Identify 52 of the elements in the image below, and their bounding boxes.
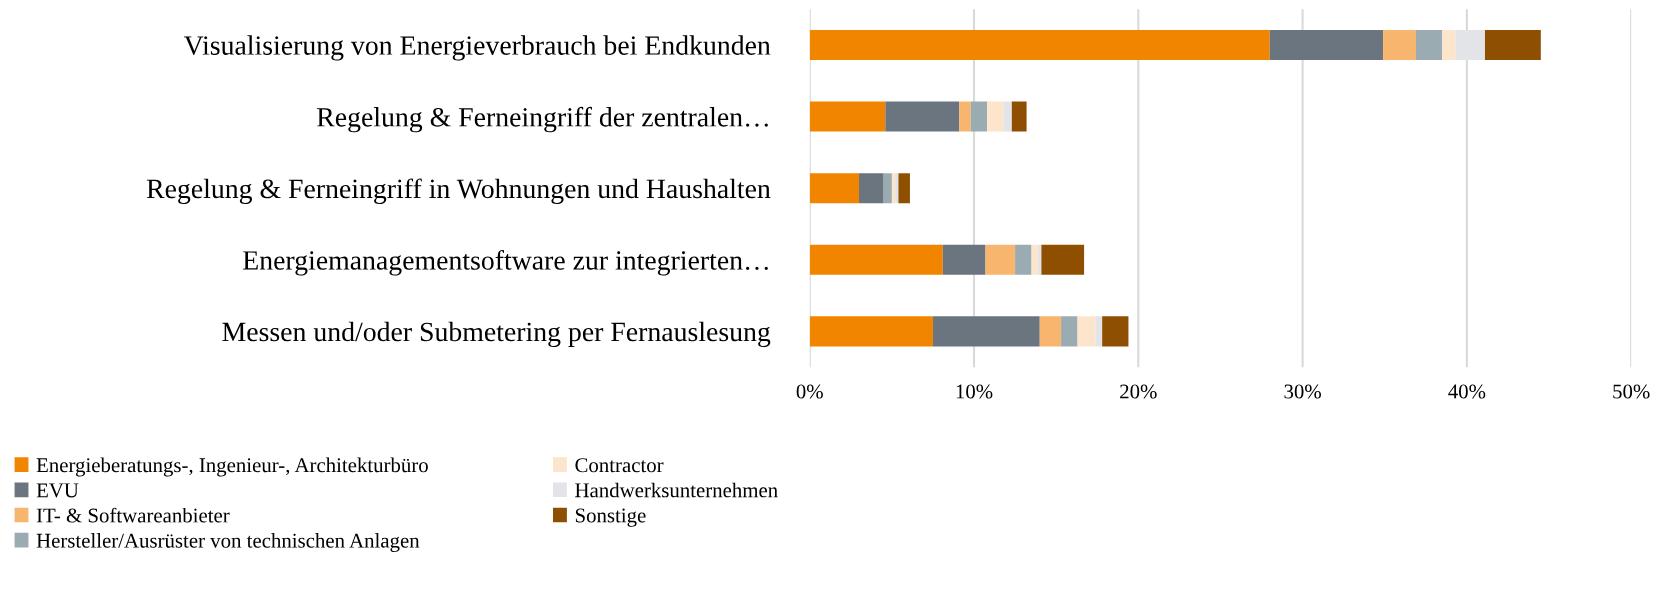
bar xyxy=(1415,29,1443,61)
x-tick-label: 30% xyxy=(1284,384,1321,399)
bar xyxy=(885,101,960,132)
bar xyxy=(809,316,933,347)
bar xyxy=(1061,316,1078,347)
x-tick-label: 50% xyxy=(1613,384,1650,399)
bar xyxy=(970,101,988,132)
x-tick-label: 20% xyxy=(1120,384,1157,399)
legend-label: Sonstige xyxy=(575,508,646,527)
bar xyxy=(932,316,1040,347)
y-tick-label: Energiemanagementsoftware zur integrierten… xyxy=(243,250,768,276)
bar xyxy=(942,244,986,275)
bar xyxy=(1442,29,1456,61)
y-tick-label: Regelung & Ferneingriff in Wohnungen und Haushalten xyxy=(146,178,771,204)
bar xyxy=(1095,316,1103,347)
bar xyxy=(1003,101,1012,132)
legend-label: EVU xyxy=(36,483,79,498)
bar xyxy=(883,173,892,204)
bar xyxy=(1102,316,1129,347)
legend-label: Hersteller/Ausrüster von technischen Anlagen xyxy=(36,533,420,552)
legend-label: Energieberatungs-, Ingenieur-, Architekturbüro xyxy=(36,457,428,477)
bar xyxy=(895,173,899,204)
x-tick-label: 10% xyxy=(956,384,993,399)
bar xyxy=(809,173,860,204)
y-tick-label: Visualisierung von Energieverbrauch bei Endkunden xyxy=(183,35,771,61)
bar xyxy=(1269,29,1384,61)
y-tick-label: Regelung & Ferneingriff der zentralen… xyxy=(317,106,768,133)
bar xyxy=(1038,244,1042,275)
bar xyxy=(809,101,886,132)
bar xyxy=(1039,316,1062,347)
bar xyxy=(809,29,1270,61)
bar xyxy=(809,244,943,275)
bar xyxy=(1041,244,1085,275)
bar xyxy=(1077,316,1096,347)
bar xyxy=(891,173,896,204)
x-tick-label: 40% xyxy=(1448,384,1486,399)
legend-label: Contractor xyxy=(575,458,664,473)
bar xyxy=(959,101,971,132)
legend-label: Handwerksunternehmen xyxy=(575,482,778,498)
y-tick-label: Messen und/oder Submetering per Fernauslesung xyxy=(222,321,771,348)
bar xyxy=(898,173,910,204)
bar xyxy=(1383,29,1416,61)
x-tick-label: 0% xyxy=(796,384,823,399)
bar xyxy=(987,101,1004,132)
bar xyxy=(1455,29,1485,61)
bar xyxy=(1484,29,1541,61)
bar xyxy=(985,244,1016,275)
bar xyxy=(1031,244,1039,275)
bar xyxy=(1015,244,1032,275)
bar xyxy=(859,173,884,204)
legend-label: IT- & Softwareanbieter xyxy=(36,507,230,523)
bar xyxy=(1011,101,1027,132)
